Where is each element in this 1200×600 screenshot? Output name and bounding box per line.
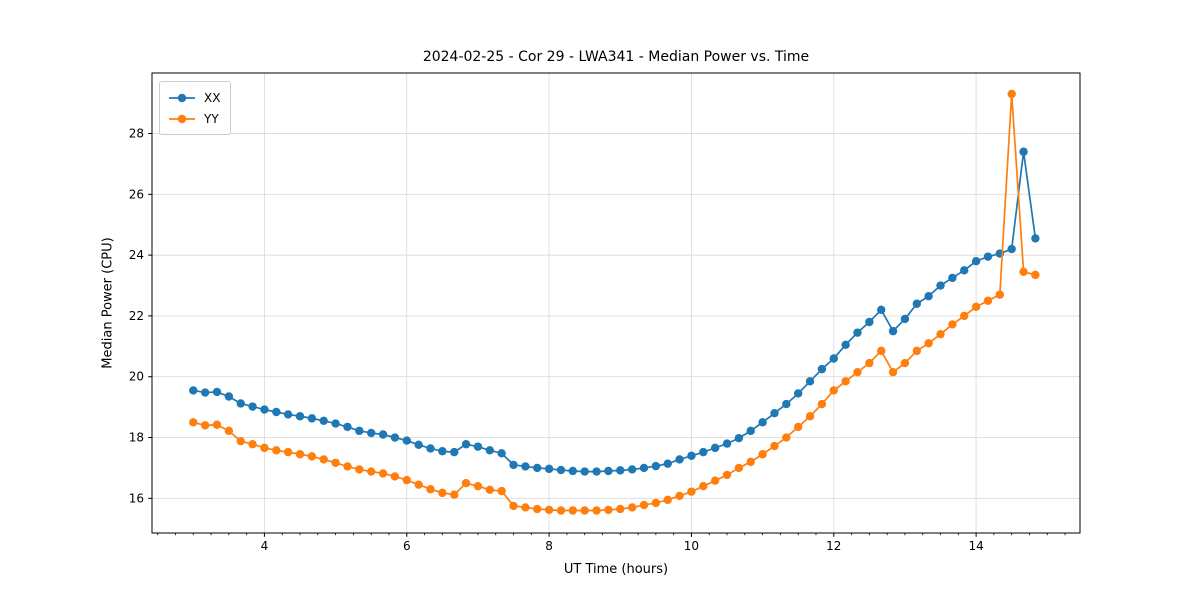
legend-item-xx: XX bbox=[167, 87, 220, 108]
y-tick-label: 26 bbox=[129, 187, 144, 201]
y-tick-label: 24 bbox=[129, 248, 144, 262]
x-tick-label: 12 bbox=[826, 539, 841, 553]
series-line-xx bbox=[192, 150, 1037, 473]
legend-item-yy: YY bbox=[167, 108, 220, 129]
x-axis-label: UT Time (hours) bbox=[563, 562, 669, 577]
series-line-yy bbox=[192, 93, 1037, 512]
x-tick-label: 4 bbox=[261, 539, 269, 553]
y-tick-label: 28 bbox=[129, 127, 144, 141]
x-tick-label: 8 bbox=[545, 539, 553, 553]
y-tick-label: 16 bbox=[129, 491, 144, 505]
legend-line-marker-yy-icon bbox=[169, 114, 195, 123]
legend-label-yy: YY bbox=[204, 111, 219, 126]
x-tick-label: 6 bbox=[403, 539, 411, 553]
y-tick-label: 20 bbox=[129, 370, 144, 384]
legend-label-xx: XX bbox=[204, 90, 221, 105]
x-tick-label: 14 bbox=[968, 539, 983, 553]
chart-title: 2024-02-25 - Cor 29 - LWA341 - Median Po… bbox=[422, 49, 810, 65]
legend-line-marker-xx-icon bbox=[169, 93, 195, 102]
legend: XX YY bbox=[159, 81, 232, 135]
y-axis-label: Median Power (CPU) bbox=[100, 237, 116, 369]
y-tick-label: 18 bbox=[129, 431, 144, 445]
y-tick-label: 22 bbox=[129, 309, 144, 323]
x-tick-label: 10 bbox=[684, 539, 699, 553]
